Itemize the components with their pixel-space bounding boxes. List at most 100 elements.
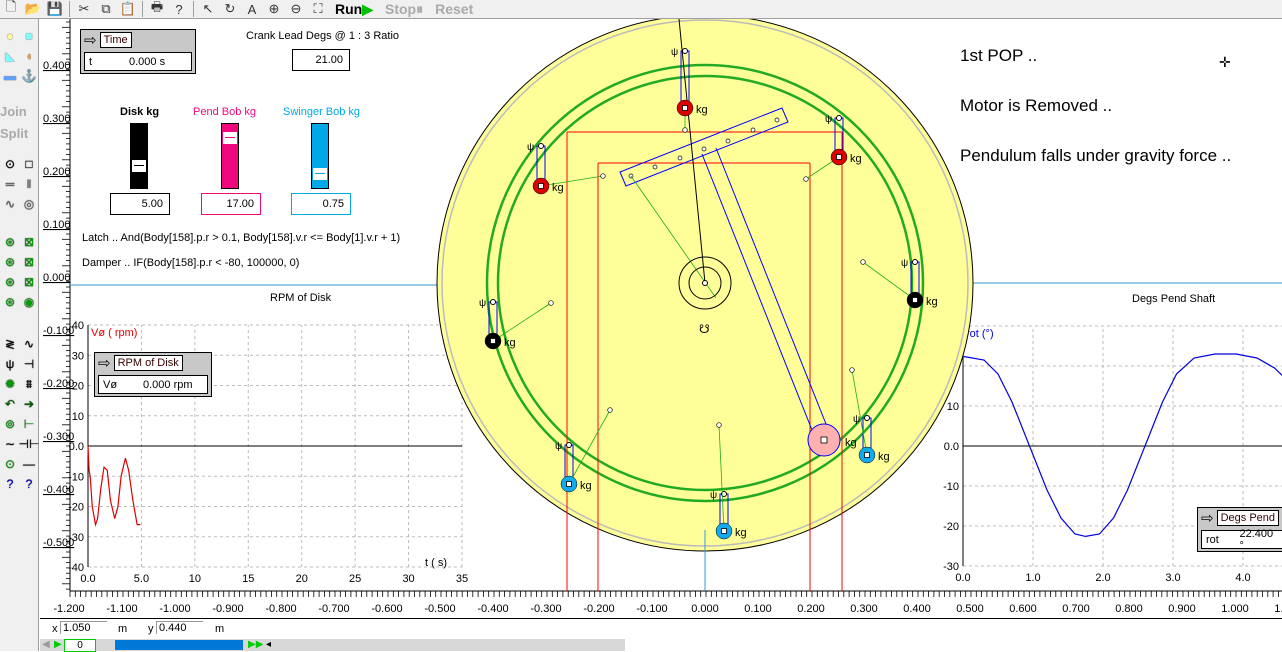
rectangle-tool-icon[interactable]: ▬ — [4, 69, 16, 83]
horizontal-ruler-label: 0.300 — [850, 603, 878, 615]
damper-icon[interactable]: ψ — [5, 357, 15, 371]
slider-value-input[interactable]: 0.75 — [291, 193, 351, 215]
time-meter[interactable]: ⇨ Time t 0.000 s — [80, 29, 196, 74]
point-tool-icon[interactable]: ⊙ — [4, 157, 16, 171]
vertical-keyed-slot-icon[interactable]: ⊠ — [23, 275, 35, 289]
join-button[interactable]: Join — [0, 104, 27, 119]
toolbar: 🗋 📂 💾 ✂ ⧉ 📋 🖶? ↖ ↻ A ⊕ ⊖ ⛶ Run▶ Stop⏸ Reset — [0, 0, 1282, 19]
spring-icon[interactable]: ≷ — [4, 337, 16, 351]
frame-counter[interactable]: 0 — [64, 639, 96, 652]
step-forward-icon[interactable]: ▶ — [54, 639, 62, 650]
polygon-tool-icon[interactable]: ◣ — [5, 49, 15, 63]
meter-var: t — [89, 55, 93, 68]
spring-damper-icon[interactable]: ∿ — [23, 337, 35, 351]
mass-slider[interactable] — [221, 123, 239, 189]
paste-icon[interactable]: 📋 — [119, 1, 137, 16]
run-button[interactable]: Run▶ — [329, 1, 379, 18]
playback-scrollbar[interactable]: ◀ ▶ 0 ▶▶ ◂ — [40, 639, 625, 652]
scroll-left-icon[interactable]: ◂ — [266, 639, 272, 650]
arrow-right-icon[interactable]: ⇨ — [84, 32, 97, 49]
arrow-right-icon[interactable]: ⇨ — [1201, 510, 1214, 527]
square-point-tool-icon[interactable]: □ — [25, 157, 33, 171]
mass-slider[interactable] — [311, 123, 329, 189]
crank-bar[interactable] — [619, 107, 789, 187]
horizontal-pin-slot-icon[interactable]: ⊛ — [4, 255, 16, 269]
horizontal-slot-icon[interactable]: ═ — [5, 177, 15, 191]
horizontal-keyed-slot-icon[interactable]: ⊠ — [23, 255, 35, 269]
rotational-damper-icon[interactable]: ⊣ — [23, 357, 35, 371]
rotational-spring-icon[interactable]: ✺ — [4, 377, 16, 391]
y-label: y — [148, 623, 154, 635]
circle-tool-icon[interactable]: ● — [6, 29, 14, 43]
gear-icon[interactable]: ⩩ — [25, 376, 33, 391]
rigid-joint-icon[interactable]: ⊠ — [23, 235, 35, 249]
mass-slider[interactable] — [130, 123, 148, 189]
vertical-slot-icon[interactable]: ‖ — [26, 177, 32, 191]
closed-pin-slot-icon[interactable]: ◉ — [23, 295, 35, 309]
pend-meter[interactable]: ⇨ Degs Pend rot 22.400 ° — [1197, 507, 1282, 552]
fast-forward-icon[interactable]: ▶▶ — [248, 639, 264, 650]
help-icon[interactable]: ? — [175, 1, 183, 17]
zoom-out-icon[interactable]: ⊖ — [290, 1, 302, 16]
rpm-meter[interactable]: ⇨ RPM of Disk Vø 0.000 rpm — [94, 352, 212, 397]
pulley-icon[interactable]: ⊙ — [4, 457, 16, 471]
x-coordinate-field[interactable]: 1.050 — [60, 621, 107, 634]
bob[interactable]: ψ kg — [479, 298, 554, 350]
y-coordinate-field[interactable]: 0.440 — [156, 621, 203, 634]
bob[interactable]: ψ kg — [527, 142, 606, 195]
force-icon[interactable]: ⊚ — [4, 417, 16, 431]
slider-thumb[interactable] — [313, 168, 327, 180]
bob[interactable]: ψ kg — [860, 258, 938, 309]
new-file-icon[interactable]: 🗋 — [5, 0, 17, 14]
y-tick-label: -30 — [68, 532, 84, 544]
motor-icon[interactable]: ↶ — [4, 397, 16, 411]
crank-input[interactable]: 21.00 — [292, 49, 350, 71]
rotate-icon[interactable]: ↻ — [224, 1, 236, 16]
horizontal-ruler-label: -1.000 — [159, 603, 190, 615]
select-arrow-icon[interactable]: ↖ — [202, 1, 214, 16]
slider-value-input[interactable]: 17.00 — [201, 193, 261, 215]
actuator-icon[interactable]: ➔ — [23, 397, 35, 411]
vertical-pin-slot-icon[interactable]: ⊛ — [4, 275, 16, 289]
bob[interactable]: ψ kg — [671, 47, 708, 133]
slider-thumb[interactable] — [132, 160, 146, 172]
stop-button[interactable]: Stop⏸ — [379, 1, 429, 18]
bob[interactable]: ψ kg — [555, 407, 613, 493]
query-point-icon[interactable]: ? — [6, 477, 14, 491]
slider-thumb[interactable] — [223, 132, 237, 144]
horizontal-ruler-label: 0.100 — [744, 603, 772, 615]
anchor-tool-icon[interactable]: ⚓ — [21, 69, 37, 83]
split-button[interactable]: Split — [0, 126, 29, 141]
cut-icon[interactable]: ✂ — [78, 1, 90, 16]
save-icon[interactable]: 💾 — [46, 1, 64, 16]
disk-mechanism[interactable]: ☋ ψ kg ψ kg ψ kg ψ kg ψ kg ψ kg ψ kg ψ kg kg — [436, 19, 974, 591]
reset-button[interactable]: Reset — [429, 1, 479, 17]
rope-icon[interactable]: ∼ — [4, 437, 16, 451]
print-icon[interactable]: 🖶 — [150, 0, 164, 14]
square-tool-icon[interactable]: ■ — [25, 29, 33, 43]
rewind-icon[interactable]: ◀ — [42, 639, 50, 650]
zoom-fit-icon[interactable]: ⛶ — [313, 1, 323, 16]
torque-icon[interactable]: ⊢ — [23, 417, 35, 431]
curved-body-tool-icon[interactable]: ◖ — [25, 49, 33, 63]
horizontal-ruler-label: 1.000 — [1221, 603, 1249, 615]
open-folder-icon[interactable]: 📂 — [24, 1, 42, 16]
pin-joint-icon[interactable]: ⊛ — [4, 235, 16, 249]
query-body-icon[interactable]: ? — [25, 477, 33, 491]
rod-icon[interactable]: — — [23, 457, 35, 471]
bob[interactable]: ψ kg — [710, 422, 747, 540]
slider-value-input[interactable]: 5.00 — [110, 193, 170, 215]
vertical-ruler-label: -0.100 — [43, 325, 74, 337]
zoom-in-icon[interactable]: ⊕ — [268, 1, 280, 16]
bob[interactable]: ψ kg — [803, 114, 862, 182]
text-tool-icon[interactable]: A — [247, 1, 257, 17]
arrow-right-icon[interactable]: ⇨ — [98, 355, 111, 372]
separator-icon[interactable]: ⊣⊢ — [18, 437, 40, 451]
playback-progress[interactable] — [115, 640, 243, 650]
simulation-canvas[interactable]: 0.400 0.300 0.200 0.100 0.000 -0.100 -0.200 -0.… — [40, 19, 1282, 618]
copy-icon[interactable]: ⧉ — [101, 1, 111, 16]
closed-slot-icon[interactable]: ◎ — [23, 197, 35, 211]
curved-slot-icon[interactable]: ∿ — [4, 197, 16, 211]
bob[interactable]: ψ kg — [849, 367, 890, 464]
curved-pin-slot-icon[interactable]: ⊛ — [4, 295, 16, 309]
